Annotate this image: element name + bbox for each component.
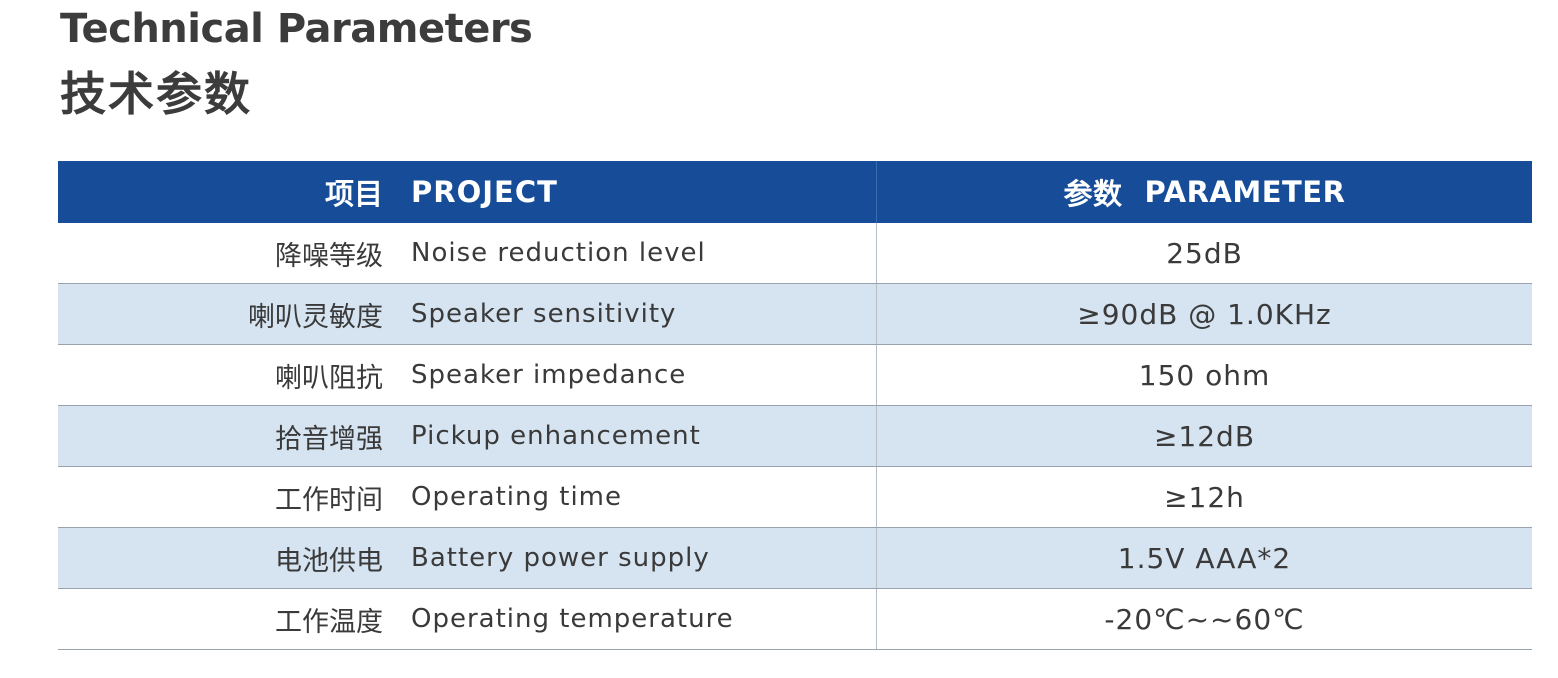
- project-cell: 工作温度 Operating temperature: [58, 589, 877, 649]
- header-project-en: PROJECT: [411, 175, 558, 209]
- parameter-value: ≥12dB: [1153, 419, 1256, 453]
- project-cn: 喇叭灵敏度: [248, 301, 383, 333]
- project-cn: 喇叭阻抗: [275, 362, 383, 394]
- header-parameter-cn: 参数: [1063, 177, 1123, 211]
- project-cn: 工作时间: [275, 484, 383, 516]
- project-cell: 拾音增强 Pickup enhancement: [58, 406, 877, 466]
- project-cn: 降噪等级: [275, 240, 383, 272]
- project-en: Battery power supply: [411, 543, 710, 573]
- header-project-cn: 项目: [324, 177, 383, 211]
- project-cn: 工作温度: [275, 606, 383, 638]
- project-cn: 电池供电: [275, 545, 383, 577]
- table-row: 工作时间 Operating time ≥12h: [58, 467, 1532, 528]
- project-cell: 喇叭阻抗 Speaker impedance: [58, 345, 877, 405]
- technical-parameters-table: 项目 PROJECT 参数 PARAMETER 降噪等级 Noise reduc…: [58, 161, 1532, 650]
- project-en: Noise reduction level: [411, 238, 706, 268]
- project-en: Speaker sensitivity: [411, 299, 677, 329]
- page-title-chinese: 技术参数: [60, 67, 252, 121]
- parameter-value: 1.5V AAA*2: [1117, 541, 1292, 575]
- project-en: Pickup enhancement: [411, 421, 701, 451]
- parameter-value: -20℃~~60℃: [1104, 602, 1305, 636]
- parameter-value: ≥90dB @ 1.0KHz: [1077, 297, 1332, 331]
- parameter-value: 150 ohm: [1138, 358, 1271, 392]
- header-project-cell: 项目 PROJECT: [58, 161, 877, 223]
- table-row: 喇叭阻抗 Speaker impedance 150 ohm: [58, 345, 1532, 406]
- project-cell: 电池供电 Battery power supply: [58, 528, 877, 588]
- header-parameter-en: PARAMETER: [1144, 175, 1346, 209]
- table-row: 电池供电 Battery power supply 1.5V AAA*2: [58, 528, 1532, 589]
- table-row: 拾音增强 Pickup enhancement ≥12dB: [58, 406, 1532, 467]
- table-header: 项目 PROJECT 参数 PARAMETER: [58, 161, 1532, 223]
- header-parameter-cell: 参数 PARAMETER: [877, 161, 1532, 223]
- project-en: Operating temperature: [411, 604, 734, 634]
- table-row: 喇叭灵敏度 Speaker sensitivity ≥90dB @ 1.0KHz: [58, 284, 1532, 345]
- project-cell: 喇叭灵敏度 Speaker sensitivity: [58, 284, 877, 344]
- page-title-english: Technical Parameters: [60, 6, 533, 52]
- project-cell: 降噪等级 Noise reduction level: [58, 223, 877, 283]
- project-en: Speaker impedance: [411, 360, 687, 390]
- project-en: Operating time: [411, 482, 622, 512]
- parameter-value: ≥12h: [1164, 480, 1245, 514]
- project-cell: 工作时间 Operating time: [58, 467, 877, 527]
- table-row: 降噪等级 Noise reduction level 25dB: [58, 223, 1532, 284]
- table-row: 工作温度 Operating temperature -20℃~~60℃: [58, 589, 1532, 650]
- project-cn: 拾音增强: [275, 423, 383, 455]
- parameter-value: 25dB: [1166, 236, 1243, 270]
